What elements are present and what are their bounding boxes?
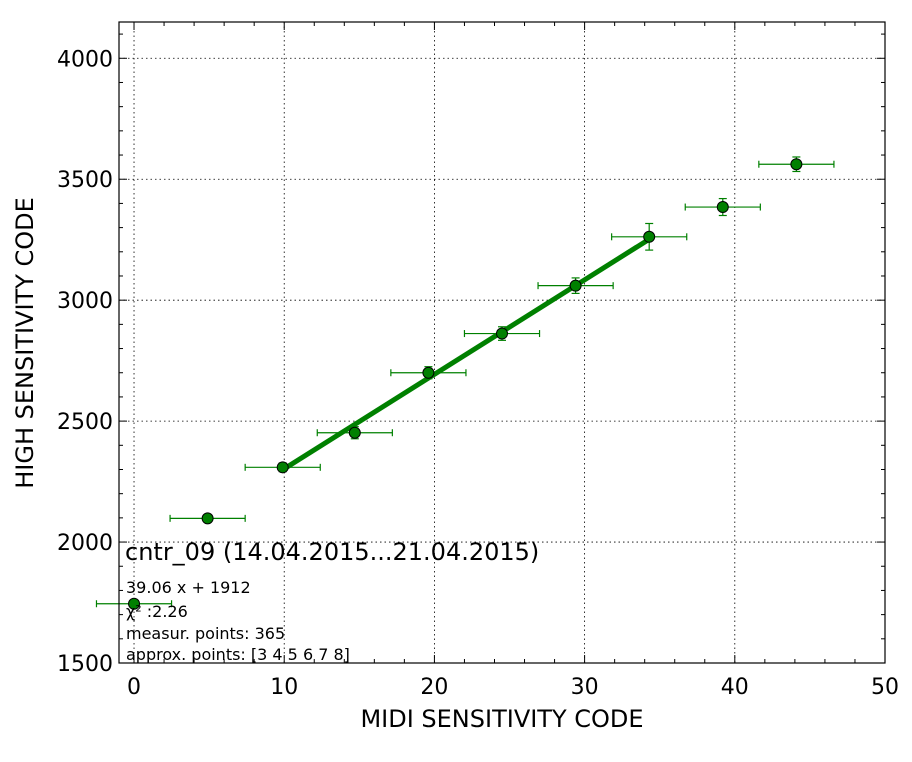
approx-points: approx. points: [3 4 5 6 7 8] <box>126 645 350 664</box>
measurement-points: measur. points: 365 <box>126 624 285 643</box>
grid <box>119 22 885 663</box>
x-tick-label: 0 <box>127 675 141 700</box>
data-point <box>790 158 803 171</box>
x-tick-label: 20 <box>420 675 448 700</box>
chi-square: χ² :2.26 <box>126 602 188 621</box>
y-tick-label: 2000 <box>57 531 113 556</box>
y-tick-label: 3000 <box>57 289 113 314</box>
data-point <box>496 327 508 340</box>
data-point <box>348 426 361 439</box>
tick-labels: 0 10 20 30 40 50 1500 2000 2500 3000 3500 4000 <box>57 47 899 700</box>
x-axis-label: MIDI SENSITIVITY CODE <box>360 705 643 733</box>
data-point <box>201 512 214 525</box>
x-tick-label: 40 <box>721 675 749 700</box>
y-tick-label: 1500 <box>57 652 113 677</box>
data-point <box>569 279 582 292</box>
x-tick-label: 10 <box>270 675 298 700</box>
data-layer <box>95 156 835 610</box>
chart-title: cntr_09 (14.04.2015...21.04.2015) <box>125 538 539 566</box>
data-point <box>643 230 656 243</box>
data-point <box>422 366 435 379</box>
x-tick-label: 50 <box>871 675 899 700</box>
fit-line <box>281 237 651 472</box>
y-tick-label: 4000 <box>57 47 113 72</box>
y-axis-label: HIGH SENSITIVITY CODE <box>11 197 39 489</box>
y-tick-label: 2500 <box>57 410 113 435</box>
data-point <box>716 201 729 214</box>
y-tick-label: 3500 <box>57 168 113 193</box>
x-tick-label: 30 <box>571 675 599 700</box>
plot-frame <box>118 21 886 664</box>
data-point <box>276 461 289 474</box>
data-point <box>128 597 141 610</box>
fit-equation: 39.06 x + 1912 <box>126 578 251 597</box>
